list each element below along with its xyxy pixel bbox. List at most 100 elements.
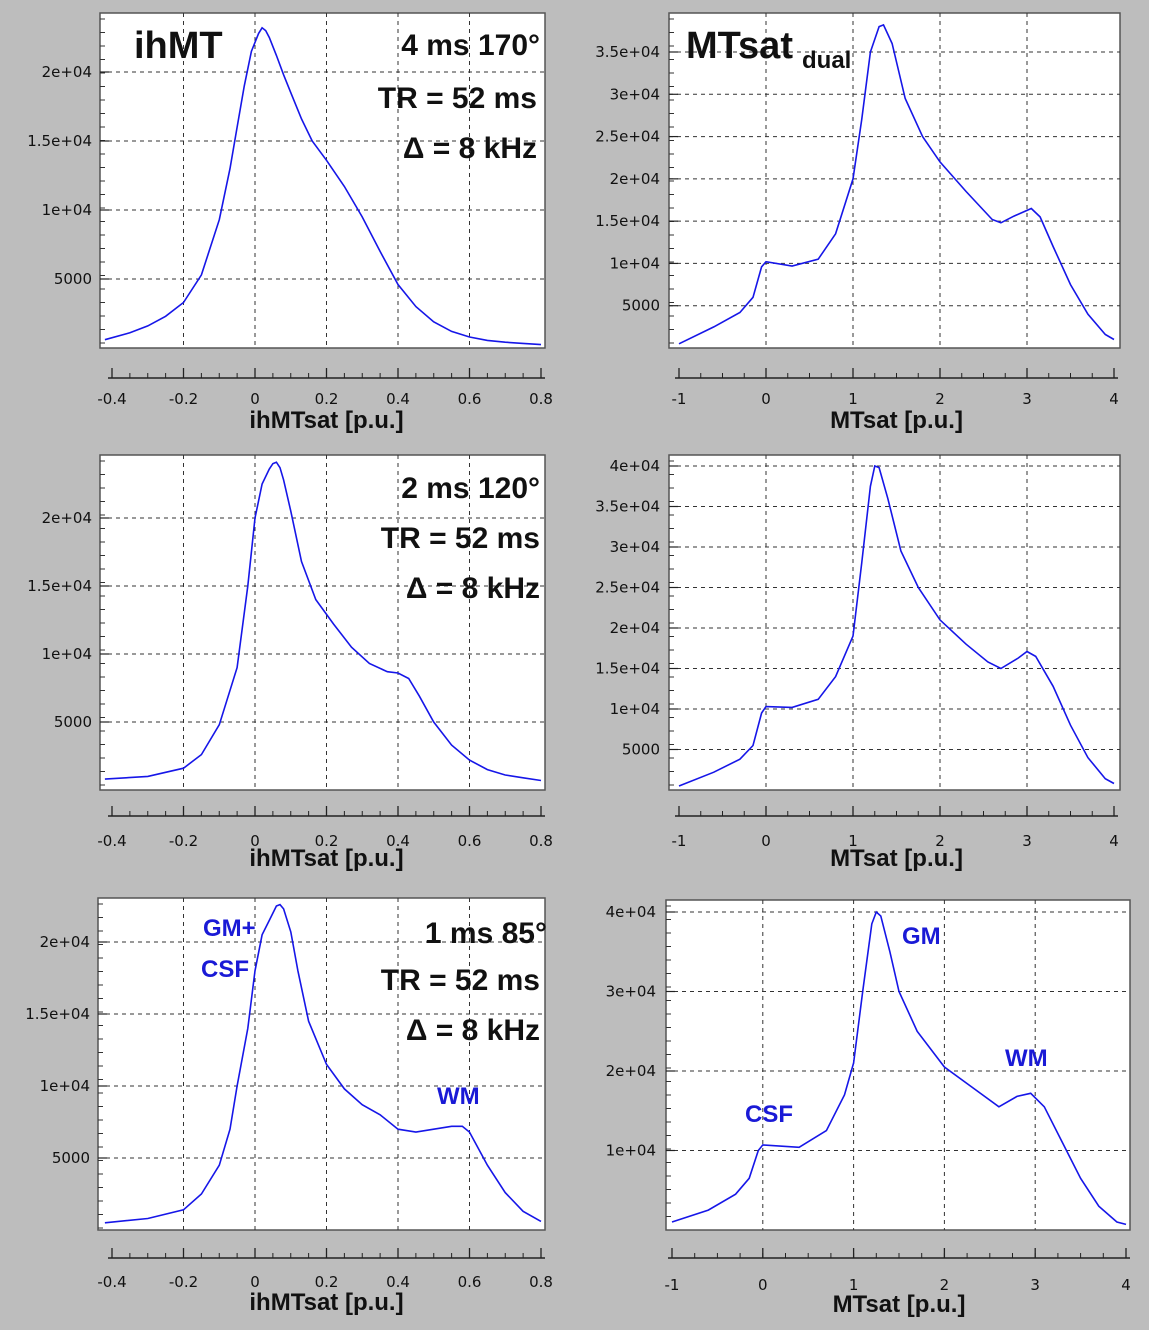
histogram-series-line <box>104 461 542 782</box>
label-gm-plus: GM+ <box>203 915 256 942</box>
y-tick-label: 4e+04 <box>610 457 660 475</box>
x-tick-label: 0 <box>758 1276 768 1294</box>
histogram-series-line <box>671 910 1127 1226</box>
x-tick-label: 0.8 <box>529 1273 553 1291</box>
y-tick-label: 2.5e+04 <box>595 128 660 146</box>
y-tick-label: 1.5e+04 <box>595 212 660 230</box>
x-tick-label: 0 <box>761 832 771 850</box>
x-tick-label: 3 <box>1022 832 1032 850</box>
y-tick-label: 1.5e+04 <box>27 577 92 595</box>
label-gm: GM <box>902 923 941 950</box>
x-tick-label: 1 <box>849 1276 859 1294</box>
x-tick-label: 1 <box>848 390 858 408</box>
panel-MTsat-bottom: 1e+04 2e+04 3e+04 4e+04 -1 0 1 2 3 4 MTsat [p.u.] <box>606 899 1131 1318</box>
y-tick-label: 1.5e+04 <box>27 132 92 150</box>
y-tick-label: 3.5e+04 <box>595 498 660 516</box>
protocol-delta: Δ = 8 kHz <box>406 1014 540 1047</box>
y-tick-label: 2.5e+04 <box>595 579 660 597</box>
x-axis-label: MTsat [p.u.] <box>833 1291 966 1318</box>
y-tick-label: 1e+04 <box>42 201 92 219</box>
y-tick-label: 5000 <box>54 270 92 288</box>
y-tick-label: 3e+04 <box>610 85 660 103</box>
panel-ihMT-top: 5000 1e+04 1.5e+04 2e+04 -0.4 -0.2 0 0.2 0.4 0.6 0… <box>27 12 553 434</box>
y-tick-label: 1e+04 <box>606 1142 656 1160</box>
y-tick-label: 3.5e+04 <box>595 43 660 61</box>
plot-area <box>668 12 1121 349</box>
x-tick-label: 0.6 <box>458 1273 482 1291</box>
x-tick-label: 0.2 <box>315 832 339 850</box>
y-tick-label: 2e+04 <box>606 1062 656 1080</box>
plot-area <box>668 454 1121 791</box>
protocol-tr: TR = 52 ms <box>378 82 537 115</box>
x-tick-label: 3 <box>1022 390 1032 408</box>
annotations: ihMT 4 ms 170° TR = 52 ms Δ = 8 kHz MTsat dua… <box>134 25 1048 1128</box>
histogram-series-line <box>678 23 1115 345</box>
x-tick-label: 0.8 <box>529 832 553 850</box>
x-tick-label: 0 <box>761 390 771 408</box>
x-axis-label: ihMTsat [p.u.] <box>249 407 403 434</box>
y-tick-label: 3e+04 <box>606 983 656 1001</box>
y-tick-label: 5000 <box>54 713 92 731</box>
x-tick-label: -1 <box>672 832 687 850</box>
panel-title-subscript: dual <box>802 47 851 74</box>
panel-MTsat-middle: 5000 1e+04 1.5e+04 2e+04 2.5e+04 3e+04 3.5e+04… <box>595 454 1121 872</box>
y-tick-label: 1.5e+04 <box>25 1005 90 1023</box>
x-tick-label: 0.6 <box>458 832 482 850</box>
x-tick-label: 0 <box>250 1273 260 1291</box>
histogram-series-line <box>104 903 542 1224</box>
protocol-pulse: 4 ms 170° <box>401 29 540 62</box>
x-tick-label: 0.4 <box>386 1273 410 1291</box>
x-tick-label: -0.4 <box>97 1273 126 1291</box>
x-tick-label: 2 <box>935 832 945 850</box>
x-axis-label: ihMTsat [p.u.] <box>249 845 403 872</box>
x-axis-label: MTsat [p.u.] <box>830 845 963 872</box>
x-tick-label: 4 <box>1109 832 1119 850</box>
x-tick-label: 2 <box>940 1276 950 1294</box>
protocol-pulse: 1 ms 85° <box>425 917 547 950</box>
plot-area <box>665 899 1131 1231</box>
y-tick-label: 2e+04 <box>610 170 660 188</box>
x-tick-label: 0.2 <box>315 390 339 408</box>
plot-area <box>99 12 546 349</box>
x-tick-label: 2 <box>935 390 945 408</box>
panel-ihMT-bottom: 5000 1e+04 1.5e+04 2e+04 -0.4 -0.2 0 0.2 0.4 0.6 0… <box>25 897 553 1316</box>
protocol-delta: Δ = 8 kHz <box>403 132 537 165</box>
x-axis-label: ihMTsat [p.u.] <box>249 1289 403 1316</box>
x-tick-label: 3 <box>1030 1276 1040 1294</box>
x-tick-label: 4 <box>1109 390 1119 408</box>
panel-ihMT-middle: 5000 1e+04 1.5e+04 2e+04 -0.4 -0.2 0 0.2 0.4 0.6 0… <box>27 454 553 872</box>
y-tick-label: 1e+04 <box>42 645 92 663</box>
plot-area <box>97 897 546 1231</box>
x-tick-label: 0.6 <box>458 390 482 408</box>
x-tick-label: -1 <box>672 390 687 408</box>
x-tick-label: 0 <box>250 832 260 850</box>
panel-title-mtsat: MTsat <box>686 25 793 67</box>
x-tick-label: 0.8 <box>529 390 553 408</box>
y-tick-label: 3e+04 <box>610 538 660 556</box>
y-tick-label: 4e+04 <box>606 903 656 921</box>
y-tick-label: 1.5e+04 <box>595 660 660 678</box>
x-tick-label: -0.2 <box>169 832 198 850</box>
label-csf: CSF <box>745 1101 793 1128</box>
y-tick-label: 2e+04 <box>610 619 660 637</box>
y-tick-label: 5000 <box>622 297 660 315</box>
protocol-pulse: 2 ms 120° <box>401 472 540 505</box>
x-tick-label: -0.2 <box>169 390 198 408</box>
x-axis-label: MTsat [p.u.] <box>830 407 963 434</box>
label-csf: CSF <box>201 956 249 983</box>
x-tick-label: 0.4 <box>386 832 410 850</box>
histogram-series-line <box>104 26 542 346</box>
panel-title-ihmt: ihMT <box>134 25 223 67</box>
y-tick-label: 1e+04 <box>610 700 660 718</box>
x-tick-label: 0 <box>250 390 260 408</box>
y-tick-label: 1e+04 <box>610 254 660 272</box>
protocol-tr: TR = 52 ms <box>381 522 540 555</box>
x-tick-label: -1 <box>665 1276 680 1294</box>
x-tick-label: 4 <box>1121 1276 1131 1294</box>
panel-MTsat-top: 5000 1e+04 1.5e+04 2e+04 2.5e+04 3e+04 3.5e+04… <box>595 12 1121 434</box>
x-tick-label: -0.2 <box>169 1273 198 1291</box>
protocol-tr: TR = 52 ms <box>381 964 540 997</box>
histogram-series-line <box>678 464 1115 787</box>
label-wm: WM <box>1005 1045 1048 1072</box>
